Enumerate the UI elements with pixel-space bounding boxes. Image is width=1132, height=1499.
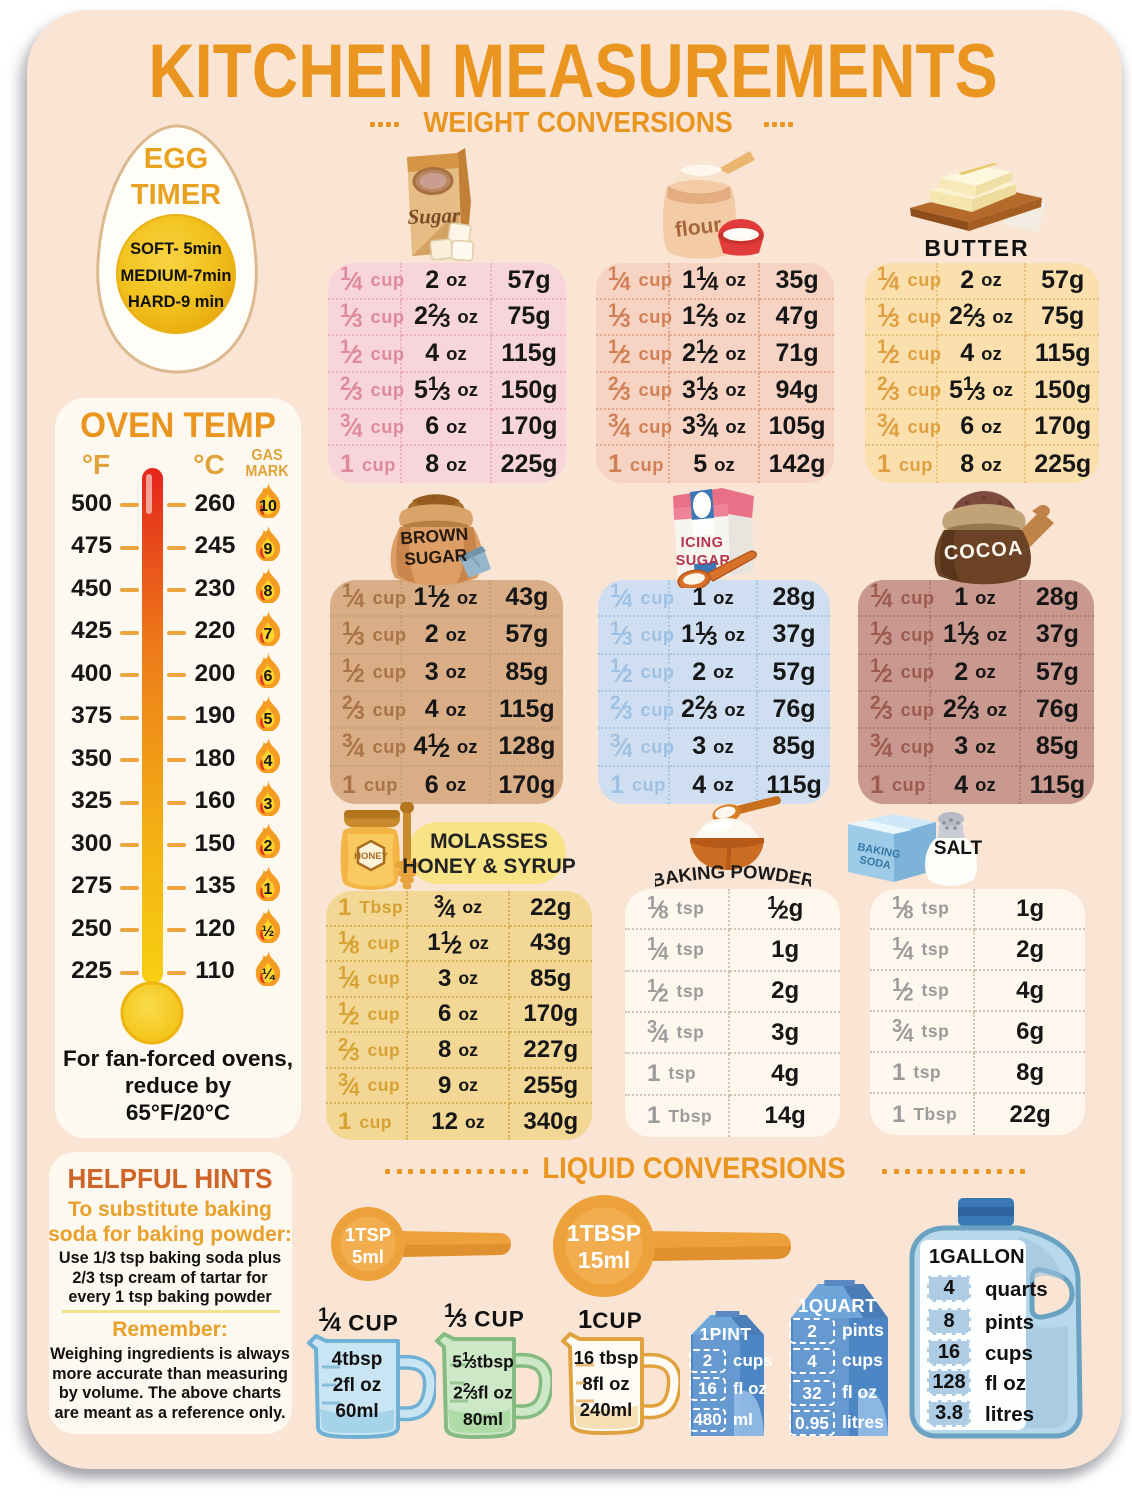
svg-text:flour: flour: [674, 213, 723, 242]
svg-text:15ml: 15ml: [578, 1247, 630, 1273]
svg-text:SODA: SODA: [858, 854, 892, 872]
svg-text:BAKING POWDER: BAKING POWDER: [655, 861, 811, 891]
svg-text:SUGAR: SUGAR: [676, 553, 731, 569]
svg-text:1TSP: 1TSP: [345, 1224, 391, 1245]
svg-text:ICING: ICING: [681, 535, 724, 551]
svg-text:1TBSP: 1TBSP: [567, 1220, 641, 1246]
svg-text:5ml: 5ml: [352, 1246, 384, 1267]
svg-text:HONEY: HONEY: [354, 851, 388, 862]
